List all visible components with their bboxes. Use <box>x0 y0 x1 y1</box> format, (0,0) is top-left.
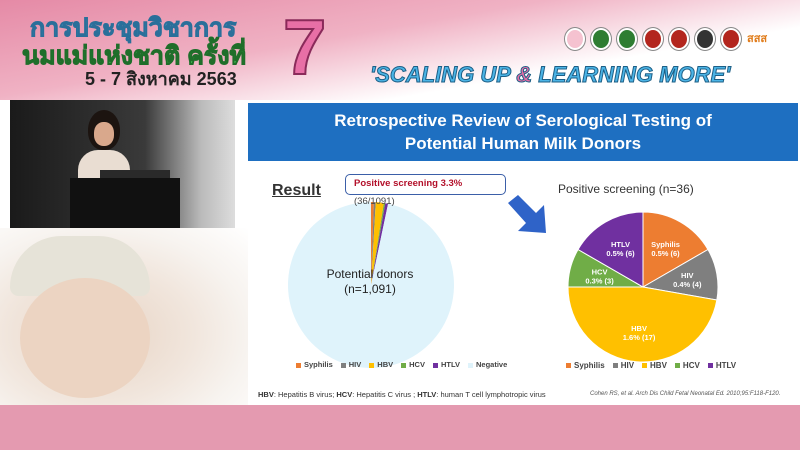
footer-band <box>0 405 800 450</box>
pie-slice-syphilis <box>642 211 709 288</box>
sponsor-logos: สสส <box>565 28 767 50</box>
speaker-video <box>10 100 235 228</box>
legend-item-hbv: HBV <box>369 360 393 369</box>
pie-data-label: HIV <box>681 271 694 280</box>
pie-slice-syphilis <box>371 202 374 285</box>
conference-dates: 5 - 7 สิงหาคม 2563 <box>85 69 237 89</box>
legend-item-hcv: HCV <box>401 360 425 369</box>
slogan-amp: & <box>516 62 533 88</box>
pie-slice-hcv <box>371 203 386 285</box>
royal-emblem-logo <box>643 28 663 50</box>
slide-title-line1: Retrospective Review of Serological Test… <box>334 111 712 130</box>
callout-rest: (36/1091) <box>354 196 395 207</box>
conference-title-thai: การประชุมวิชาการ <box>29 14 237 43</box>
health-dept-logo <box>617 28 637 50</box>
pie-data-label: 0.5% (6) <box>651 249 680 258</box>
slide-title-line2: Potential Human Milk Donors <box>404 134 642 153</box>
pie-data-label: Syphilis <box>651 240 680 249</box>
breastfeeding-logo <box>565 28 585 50</box>
pie-data-label: HCV <box>592 267 608 276</box>
ministry-logo <box>591 28 611 50</box>
thaihealth-logo: สสส <box>747 33 768 45</box>
legend-item-hbv: HBV <box>642 361 667 370</box>
legend-item-hiv: HIV <box>612 361 634 370</box>
pie-slice-hbv <box>567 286 718 363</box>
slide-title: Retrospective Review of Serological Test… <box>248 103 798 161</box>
slogan-part1: 'SCALING UP <box>369 62 517 88</box>
pie-slice-hbv <box>371 202 384 285</box>
conference-subtitle-thai: นมแม่แห่งชาติ ครั้งที่ <box>22 42 247 71</box>
university-logo <box>669 28 689 50</box>
legend-item-hcv: HCV <box>674 361 700 370</box>
positive-pie-legend: Syphilis HIV HBV HCV HTLV <box>566 361 736 370</box>
legend-item-hiv: HIV <box>340 360 361 369</box>
label-line2: (n=1,091) <box>344 282 396 296</box>
arrow-icon <box>508 195 546 233</box>
legend-item-htlv: HTLV <box>432 360 460 369</box>
donors-pie-legend: Syphilis HIV HBV HCV HTLV Negative <box>296 360 507 369</box>
pie-slice-htlv <box>371 203 389 285</box>
legend-item-negative: Negative <box>468 360 507 369</box>
pie-data-label: 0.5% (6) <box>606 249 635 258</box>
callout-bold: Positive screening 3.3% <box>354 178 463 189</box>
council-logo <box>721 28 741 50</box>
donors-pie-chart <box>287 202 454 368</box>
slogan: 'SCALING UP & LEARNING MORE' <box>369 62 731 88</box>
legend-item-syphilis: Syphilis <box>296 360 333 369</box>
legend-item-syphilis: Syphilis <box>566 361 605 370</box>
pie-data-label: 1.6% (17) <box>623 333 656 342</box>
podium <box>70 178 180 228</box>
label-line1: Potential donors <box>326 267 414 281</box>
positive-pie-title: Positive screening (n=36) <box>558 182 694 196</box>
presentation-slide: Retrospective Review of Serological Test… <box>248 100 798 405</box>
citation: Cohen RS, et al. Arch Dis Child Fetal Ne… <box>590 391 781 397</box>
pie-slice-htlv <box>577 211 644 288</box>
abbreviations-footnote: HBV: Hepatitis B virus; HCV: Hepatitis C… <box>258 390 546 399</box>
header-background <box>0 0 800 100</box>
slogan-part2: LEARNING MORE' <box>532 62 731 88</box>
pie-data-label: 0.3% (3) <box>585 276 614 285</box>
pie-data-label: HTLV <box>611 240 630 249</box>
child-photo <box>0 228 248 405</box>
donors-pie-label: Potential donors (n=1,091) <box>310 267 430 297</box>
edition-number: 7 <box>282 2 327 92</box>
pie-data-label: 0.4% (4) <box>673 280 702 289</box>
pie-data-label: HBV <box>631 324 647 333</box>
legend-item-htlv: HTLV <box>707 361 736 370</box>
pie-slice-negative <box>287 202 454 368</box>
result-heading: Result <box>272 182 321 199</box>
pie-slice-hiv <box>371 202 376 285</box>
positive-screening-callout: Positive screening 3.3% (36/1091) <box>345 174 506 207</box>
institute-logo <box>695 28 715 50</box>
